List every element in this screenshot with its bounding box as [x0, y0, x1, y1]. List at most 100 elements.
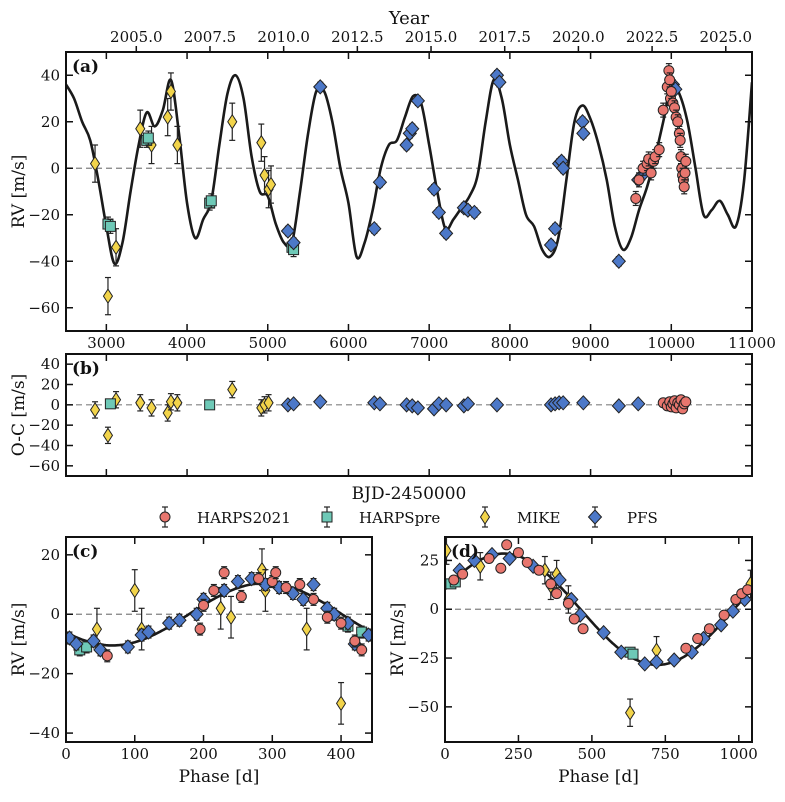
data-point	[198, 599, 210, 611]
data-point	[713, 617, 729, 633]
x-tick-label: 1000	[720, 745, 758, 763]
data-point	[521, 556, 533, 568]
plot-area	[66, 63, 752, 316]
data-point	[102, 288, 114, 305]
data-point	[256, 134, 267, 151]
data-point	[265, 176, 277, 193]
y-tick-label: −20	[28, 206, 60, 224]
data-point	[372, 174, 388, 190]
data-point	[611, 253, 627, 269]
data-point	[227, 113, 238, 130]
data-point	[512, 547, 524, 559]
data-point	[270, 567, 282, 579]
y-tick-label: 20	[41, 546, 60, 564]
series-mike	[89, 380, 274, 445]
series-harps2021	[657, 394, 692, 415]
data-point	[533, 564, 545, 576]
data-point	[438, 225, 454, 242]
data-point	[66, 630, 77, 646]
top-tick-label: 2015.0	[405, 28, 458, 46]
data-point	[718, 609, 730, 621]
legend-label: PFS	[627, 509, 658, 527]
y-tick-label: 0	[50, 396, 60, 414]
data-point	[313, 79, 328, 95]
data-point	[86, 633, 101, 649]
top-tick-label: 2017.5	[478, 28, 531, 46]
data-point	[577, 623, 589, 635]
data-point	[457, 568, 469, 580]
x-tick-label: 200	[189, 745, 218, 763]
data-point	[227, 381, 238, 398]
data-point	[672, 116, 684, 128]
panel-a: 3000 4000 5000 6000 7000 8000 9000 10000 11000 −6…	[9, 8, 776, 352]
data-point	[669, 102, 681, 114]
data-point	[399, 137, 414, 153]
data-point	[545, 578, 557, 590]
data-point	[356, 644, 368, 656]
data-point	[562, 597, 574, 609]
data-point	[162, 109, 173, 126]
data-point	[172, 612, 187, 628]
data-point	[306, 576, 321, 593]
data-point	[335, 695, 347, 712]
data-point	[678, 181, 690, 193]
top-axis-title: Year	[388, 8, 430, 29]
data-point	[165, 393, 177, 410]
data-point	[674, 134, 686, 146]
x-axis-title: Phase [d]	[558, 767, 639, 787]
data-point	[426, 181, 442, 197]
data-point	[205, 195, 217, 207]
x-axis-title: BJD-2450000	[352, 484, 467, 504]
data-point	[624, 704, 636, 721]
data-point	[321, 611, 333, 623]
data-point	[280, 582, 292, 594]
panel-b: −60 −40 −20 0 20 40 (b) O-C [m/s] BJD-2450000	[9, 353, 753, 504]
data-point	[742, 584, 752, 596]
data-point	[135, 394, 146, 411]
y-tick-label: 20	[41, 376, 60, 394]
data-point	[172, 394, 183, 411]
data-point	[101, 650, 113, 662]
data-point	[104, 398, 116, 410]
y-tick-label: −40	[28, 437, 60, 455]
x-axis-title: Phase [d]	[179, 767, 260, 787]
x-tick-label: 100	[120, 745, 149, 763]
data-point	[225, 609, 237, 626]
x-tick-label: 4000	[168, 334, 206, 352]
data-point	[576, 395, 591, 411]
data-point	[692, 633, 704, 645]
data-point	[467, 552, 482, 569]
data-point	[460, 396, 476, 412]
plot-area	[66, 548, 372, 725]
data-point	[633, 174, 645, 186]
data-point	[142, 132, 154, 144]
x-tick-label: 8000	[491, 334, 529, 352]
top-tick-label: 2020.0	[552, 28, 605, 46]
data-point	[361, 627, 372, 643]
top-tick-label: 2005.0	[110, 28, 163, 46]
data-point	[630, 192, 642, 204]
data-point	[372, 396, 388, 412]
y-tick-label: 0	[429, 600, 439, 618]
legend-item: HARPSpre	[321, 506, 440, 528]
y-tick-label: −20	[28, 416, 60, 434]
data-point	[410, 93, 426, 109]
data-point	[596, 624, 611, 641]
legend-label: HARPS2021	[197, 509, 291, 527]
data-point	[91, 621, 103, 638]
legend-marker	[479, 509, 491, 525]
data-point	[666, 652, 682, 668]
data-point	[89, 401, 101, 418]
legend-marker	[587, 509, 603, 525]
x-tick-label: 11000	[728, 334, 776, 352]
data-point	[253, 573, 265, 585]
series-harps2021	[630, 63, 692, 207]
x-tick-label: 0	[61, 745, 71, 763]
data-point	[431, 204, 447, 221]
y-tick-label: −60	[28, 299, 60, 317]
top-tick-label: 2007.5	[184, 28, 237, 46]
axes-frame	[65, 353, 753, 477]
y-tick-label: −60	[28, 457, 60, 475]
y-tick-label: −40	[28, 724, 60, 742]
series-mike	[91, 548, 347, 725]
